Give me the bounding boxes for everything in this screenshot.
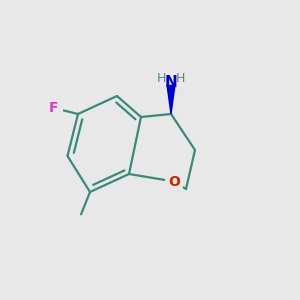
Text: F: F <box>49 101 58 115</box>
Polygon shape <box>167 85 175 114</box>
Text: H: H <box>156 72 166 86</box>
Text: H: H <box>176 72 186 86</box>
Text: O: O <box>168 175 180 188</box>
Text: N: N <box>165 75 177 90</box>
